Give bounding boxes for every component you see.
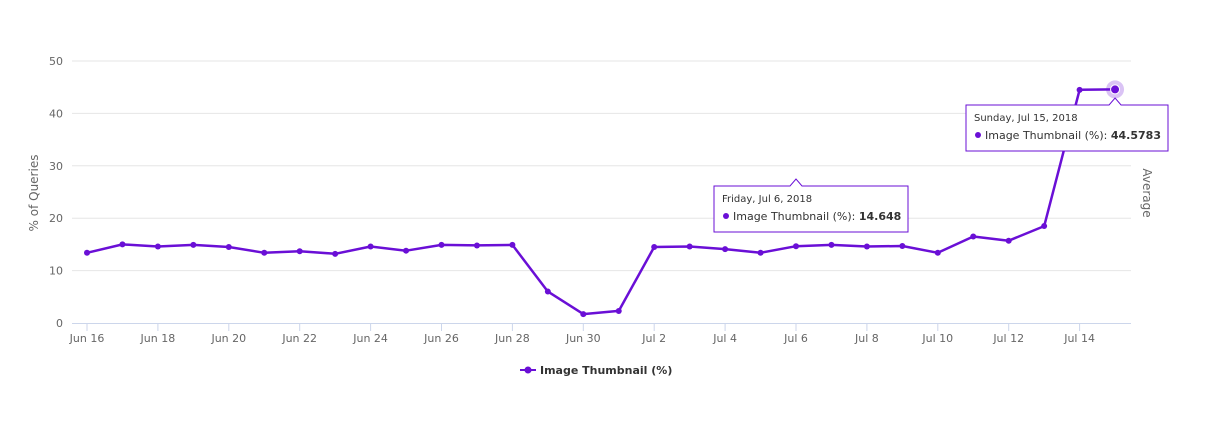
tooltip-date: Friday, Jul 6, 2018: [722, 194, 812, 205]
series-layer: [84, 80, 1125, 318]
x-tick-label: Jun 18: [140, 332, 176, 345]
legend-label: Image Thumbnail (%): [540, 364, 672, 377]
data-point[interactable]: [261, 249, 268, 256]
tooltip-box: [713, 178, 909, 233]
data-point[interactable]: [970, 233, 977, 240]
right-axis-title: Average: [1140, 168, 1154, 217]
data-point[interactable]: [722, 246, 729, 253]
data-point[interactable]: [154, 243, 161, 250]
y-axis-title: % of Queries: [27, 155, 41, 232]
x-tick-label: Jul 14: [1063, 332, 1095, 345]
x-tick-label: Jun 20: [210, 332, 246, 345]
data-point[interactable]: [1005, 237, 1012, 244]
legend-marker: [524, 366, 532, 374]
tooltip-marker: [975, 132, 981, 138]
data-point[interactable]: [686, 243, 693, 250]
y-tick-label: 50: [49, 55, 63, 68]
data-point[interactable]: [580, 311, 587, 318]
tooltip-series: Image Thumbnail (%): 44.5783: [985, 129, 1161, 142]
data-point[interactable]: [367, 243, 374, 250]
y-tick-label: 10: [49, 265, 63, 278]
data-point[interactable]: [332, 250, 339, 257]
x-tick-label: Jul 8: [854, 332, 879, 345]
legend-item[interactable]: Image Thumbnail (%): [520, 364, 672, 377]
x-tick-label: Jun 30: [565, 332, 601, 345]
x-tick-label: Jul 10: [921, 332, 953, 345]
tooltip-value: 14.648: [859, 210, 901, 223]
gridlines: [72, 60, 1131, 272]
tooltip-marker: [723, 213, 729, 219]
x-axis: Jun 16 Jun 18 Jun 20 Jun 22 Jun 24 Jun 26 Jun …: [69, 323, 1131, 345]
x-tick-label: Jun 16: [69, 332, 105, 345]
x-tick-label: Jul 4: [712, 332, 737, 345]
data-point[interactable]: [651, 244, 658, 251]
tooltips: Friday, Jul 6, 2018 Image Thumbnail (%): …: [713, 97, 1169, 233]
x-tick-label: Jun 22: [281, 332, 317, 345]
series-line: [86, 88, 1116, 316]
data-point[interactable]: [296, 248, 303, 255]
data-point[interactable]: [863, 243, 870, 250]
y-tick-label: 30: [49, 160, 63, 173]
data-point[interactable]: [757, 249, 764, 256]
data-point[interactable]: [828, 241, 835, 248]
data-point[interactable]: [899, 242, 906, 249]
data-point[interactable]: [225, 244, 232, 251]
tooltip-date: Sunday, Jul 15, 2018: [974, 113, 1078, 124]
tooltip: Sunday, Jul 15, 2018 Image Thumbnail (%):…: [965, 97, 1169, 152]
tooltip-box: [965, 97, 1169, 152]
data-point[interactable]: [1110, 84, 1121, 95]
x-tick-label: Jun 24: [352, 332, 388, 345]
y-tick-label: 0: [56, 317, 63, 330]
data-point[interactable]: [509, 241, 516, 248]
x-tick-label: Jun 28: [494, 332, 530, 345]
data-point[interactable]: [84, 249, 90, 256]
data-point[interactable]: [1076, 86, 1083, 93]
x-tick-label: Jul 2: [641, 332, 666, 345]
tooltip-value: 44.5783: [1111, 129, 1161, 142]
data-point[interactable]: [438, 241, 445, 248]
data-point[interactable]: [793, 243, 799, 250]
data-point[interactable]: [615, 307, 622, 314]
tooltip: Friday, Jul 6, 2018 Image Thumbnail (%): …: [713, 178, 909, 233]
y-tick-label: 40: [49, 107, 63, 120]
data-point[interactable]: [403, 247, 410, 254]
y-axis: 0 10 20 30 40 50: [49, 55, 63, 330]
data-point[interactable]: [119, 241, 126, 248]
data-point[interactable]: [473, 242, 480, 249]
data-point[interactable]: [934, 249, 941, 256]
data-point[interactable]: [544, 288, 551, 295]
x-tick-label: Jun 26: [423, 332, 459, 345]
data-point[interactable]: [190, 241, 197, 248]
tooltip-series: Image Thumbnail (%): 14.648: [733, 210, 901, 223]
data-point[interactable]: [1041, 223, 1048, 230]
x-tick-label: Jul 6: [783, 332, 808, 345]
x-tick-label: Jul 12: [992, 332, 1024, 345]
y-tick-label: 20: [49, 212, 63, 225]
